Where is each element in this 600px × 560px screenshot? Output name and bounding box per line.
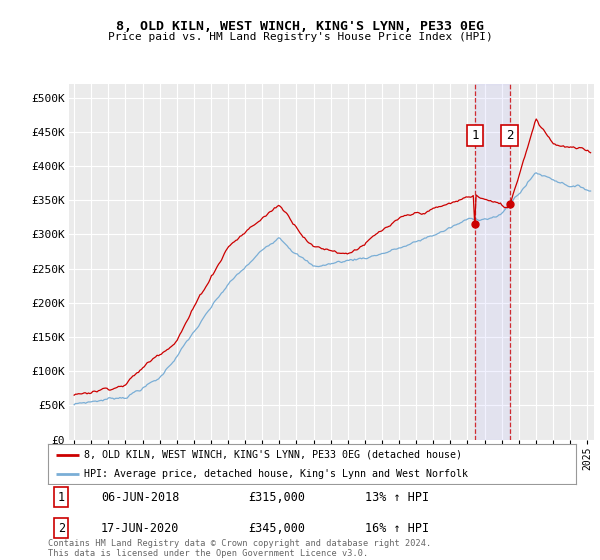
- Text: 2: 2: [58, 521, 65, 535]
- Bar: [475, 84, 509, 440]
- Text: 8, OLD KILN, WEST WINCH, KING'S LYNN, PE33 0EG: 8, OLD KILN, WEST WINCH, KING'S LYNN, PE…: [116, 20, 484, 32]
- Text: Price paid vs. HM Land Registry's House Price Index (HPI): Price paid vs. HM Land Registry's House …: [107, 32, 493, 43]
- Text: Contains HM Land Registry data © Crown copyright and database right 2024.
This d: Contains HM Land Registry data © Crown c…: [48, 539, 431, 558]
- Text: 17-JUN-2020: 17-JUN-2020: [101, 521, 179, 535]
- Text: 8, OLD KILN, WEST WINCH, KING'S LYNN, PE33 0EG (detached house): 8, OLD KILN, WEST WINCH, KING'S LYNN, PE…: [84, 450, 462, 460]
- Point: [470, 220, 480, 228]
- Text: £345,000: £345,000: [248, 521, 305, 535]
- Text: £315,000: £315,000: [248, 491, 305, 504]
- Text: 16% ↑ HPI: 16% ↑ HPI: [365, 521, 429, 535]
- Point: [505, 199, 514, 208]
- Text: HPI: Average price, detached house, King's Lynn and West Norfolk: HPI: Average price, detached house, King…: [84, 469, 468, 478]
- Text: 06-JUN-2018: 06-JUN-2018: [101, 491, 179, 504]
- Text: 1: 1: [58, 491, 65, 504]
- Text: 2: 2: [506, 129, 513, 142]
- Text: 13% ↑ HPI: 13% ↑ HPI: [365, 491, 429, 504]
- Text: 1: 1: [471, 129, 479, 142]
